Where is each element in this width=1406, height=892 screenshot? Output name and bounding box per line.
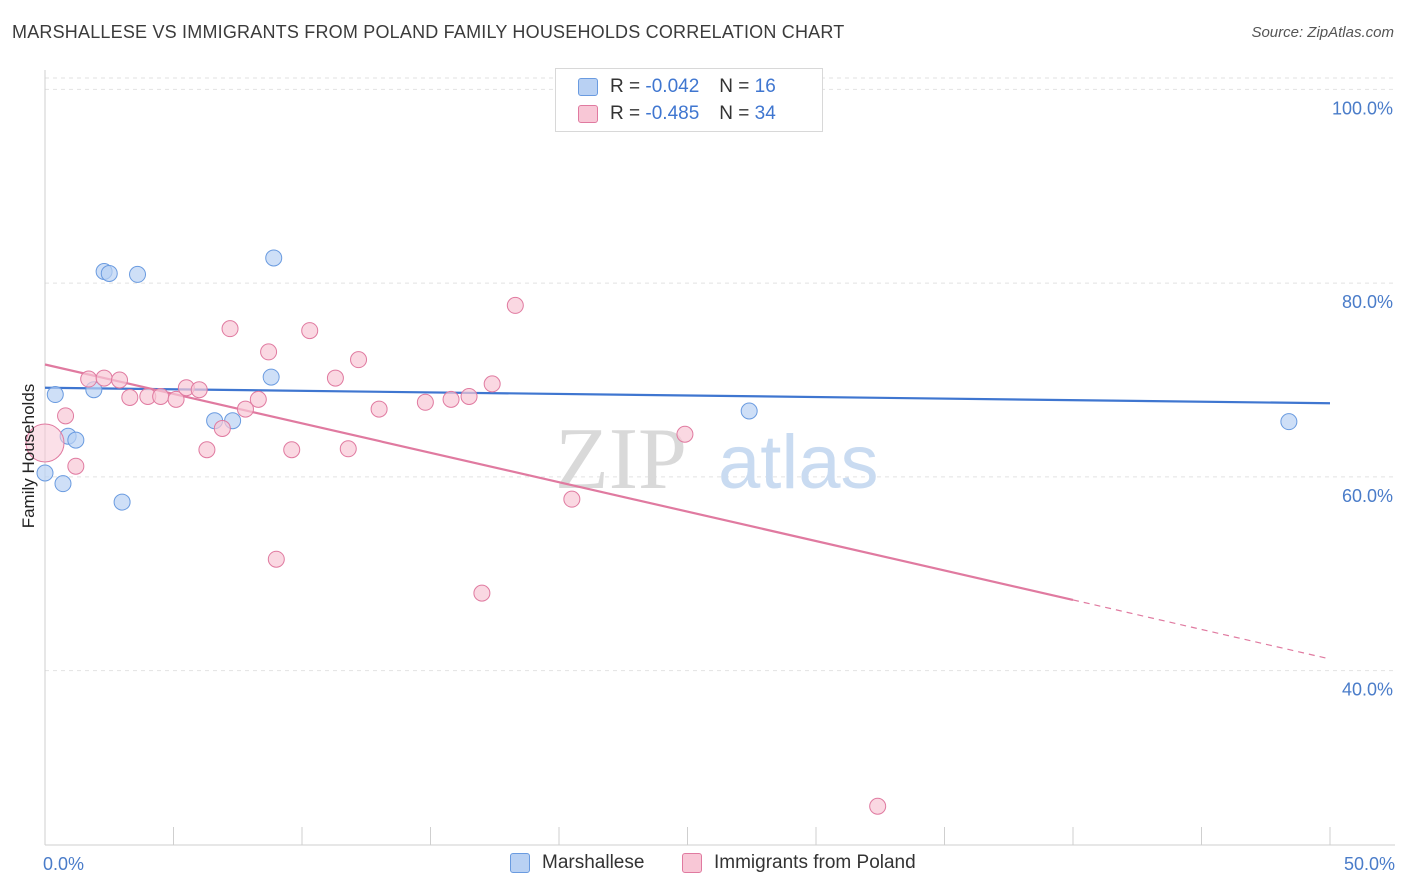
poland-point xyxy=(506,296,524,314)
legend-n-label: N = xyxy=(719,76,750,97)
trend-line-dashed xyxy=(1072,599,1331,660)
x-tick-label: 50.0% xyxy=(1344,854,1395,874)
marshallese-point xyxy=(265,249,283,267)
watermark-zip: ZIP xyxy=(555,411,687,508)
marshallese-point xyxy=(100,264,118,282)
marshallese-point xyxy=(129,265,147,283)
poland-point xyxy=(267,550,285,568)
poland-point xyxy=(260,343,278,361)
legend-row-poland: R = -0.485 N = 34 xyxy=(578,102,776,126)
y-axis-title: Family Households xyxy=(19,384,38,529)
legend-r-value: -0.042 xyxy=(645,76,700,97)
poland-point xyxy=(57,407,75,425)
trend-line xyxy=(44,386,1331,405)
poland-point xyxy=(473,584,491,602)
poland-point xyxy=(152,387,170,405)
poland-point xyxy=(563,490,581,508)
legend-row-marshallese: R = -0.042 N = 16 xyxy=(578,75,776,99)
poland-point xyxy=(198,441,216,459)
marshallese-point xyxy=(262,368,280,386)
correlation-legend: R = -0.042 N = 16 R = -0.485 N = 34 xyxy=(555,68,823,132)
chart-title: MARSHALLESE VS IMMIGRANTS FROM POLAND FA… xyxy=(12,22,845,42)
poland-point xyxy=(80,370,98,388)
bottom-legend-poland: Immigrants from Poland xyxy=(682,852,916,874)
poland-point xyxy=(213,419,231,437)
marshallese-point xyxy=(36,464,54,482)
poland-point xyxy=(283,441,301,459)
poland-point xyxy=(111,371,129,389)
x-tick-label: 0.0% xyxy=(43,854,84,874)
poland-point xyxy=(416,393,434,411)
legend-n-label: N = xyxy=(719,103,750,124)
y-tick-label: 80.0% xyxy=(1342,292,1393,312)
axes xyxy=(44,70,1395,846)
marshallese-point xyxy=(54,475,72,493)
marshallese-point xyxy=(46,386,64,404)
legend-r-label: R = xyxy=(610,103,641,124)
poland-point xyxy=(67,457,85,475)
poland-point xyxy=(869,797,887,815)
legend-n-value: 34 xyxy=(754,103,776,124)
poland-point xyxy=(25,423,65,463)
poland-point xyxy=(249,390,267,408)
legend-n-value: 16 xyxy=(754,76,776,97)
legend-swatch-poland xyxy=(578,105,598,123)
grid-lines xyxy=(45,77,1395,672)
data-points xyxy=(25,249,1298,815)
bottom-legend: Marshallese Immigrants from Poland xyxy=(0,852,1406,878)
poland-point xyxy=(167,390,185,408)
legend-r-label: R = xyxy=(610,76,641,97)
bottom-legend-label: Marshallese xyxy=(542,852,645,873)
marshallese-point xyxy=(1280,413,1298,431)
tick-labels: 100.0% 80.0% 60.0% 40.0% 0.0% 50.0% xyxy=(43,98,1395,874)
marshallese-point xyxy=(67,431,85,449)
poland-point xyxy=(236,400,254,418)
poland-point xyxy=(221,320,239,338)
y-tick-label: 60.0% xyxy=(1342,486,1393,506)
bottom-legend-label: Immigrants from Poland xyxy=(714,852,916,873)
bottom-legend-swatch-poland xyxy=(682,853,702,873)
watermark-atlas: atlas xyxy=(718,420,879,505)
poland-point xyxy=(460,387,478,405)
source-label: Source: ZipAtlas.com xyxy=(1251,24,1394,41)
poland-point xyxy=(190,381,208,399)
poland-point xyxy=(339,440,357,458)
poland-point xyxy=(350,351,368,369)
bottom-legend-marshallese: Marshallese xyxy=(510,852,644,874)
poland-point xyxy=(442,390,460,408)
y-tick-label: 100.0% xyxy=(1332,98,1393,118)
poland-point xyxy=(676,425,694,443)
marshallese-point xyxy=(113,493,131,511)
poland-point xyxy=(95,369,113,387)
trend-lines xyxy=(44,363,1331,660)
poland-point xyxy=(326,369,344,387)
poland-point xyxy=(370,400,388,418)
marshallese-point xyxy=(740,402,758,420)
trend-line-solid xyxy=(44,363,1074,601)
legend-r-value: -0.485 xyxy=(645,103,700,124)
y-tick-label: 40.0% xyxy=(1342,680,1393,700)
poland-point xyxy=(121,388,139,406)
poland-point xyxy=(483,375,501,393)
bottom-legend-swatch-marshallese xyxy=(510,853,530,873)
poland-point xyxy=(301,322,319,340)
legend-swatch-marshallese xyxy=(578,78,598,96)
